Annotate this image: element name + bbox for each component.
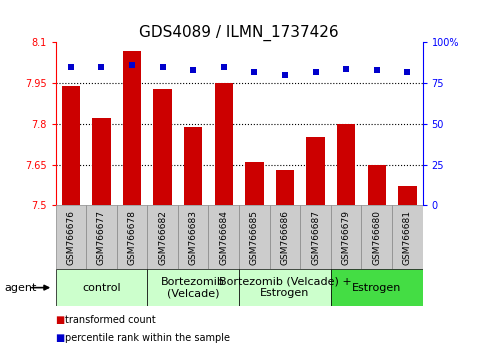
Text: GSM766680: GSM766680 [372, 210, 381, 265]
Bar [300, 205, 331, 269]
Text: GSM766677: GSM766677 [97, 210, 106, 265]
Text: ■: ■ [56, 333, 65, 343]
Bar [239, 205, 270, 269]
Text: ■: ■ [56, 315, 65, 325]
Text: percentile rank within the sample: percentile rank within the sample [65, 333, 230, 343]
Bar [306, 137, 325, 205]
Title: GDS4089 / ILMN_1737426: GDS4089 / ILMN_1737426 [139, 25, 339, 41]
Text: GSM766682: GSM766682 [158, 210, 167, 265]
Bar [331, 205, 361, 269]
Bar [214, 83, 233, 205]
Bar [147, 269, 239, 306]
Text: GSM766676: GSM766676 [66, 210, 75, 265]
Text: GSM766679: GSM766679 [341, 210, 351, 265]
Bar [398, 186, 416, 205]
Bar [392, 205, 423, 269]
Text: GSM766683: GSM766683 [189, 210, 198, 265]
Text: GSM766684: GSM766684 [219, 210, 228, 265]
Point [281, 72, 289, 78]
Bar [337, 124, 355, 205]
Point [251, 69, 258, 75]
Point [220, 64, 227, 70]
Point [128, 62, 136, 68]
Bar [368, 165, 386, 205]
Bar [361, 205, 392, 269]
Bar [331, 269, 423, 306]
Point [312, 69, 319, 75]
Bar [56, 205, 86, 269]
Text: Bortezomib (Velcade) +
Estrogen: Bortezomib (Velcade) + Estrogen [219, 277, 351, 298]
Bar [239, 269, 331, 306]
Bar [147, 205, 178, 269]
Text: GSM766678: GSM766678 [128, 210, 137, 265]
Text: GSM766687: GSM766687 [311, 210, 320, 265]
Point [403, 69, 411, 75]
Point [67, 64, 75, 70]
Text: GSM766686: GSM766686 [281, 210, 289, 265]
Bar [209, 205, 239, 269]
Bar [178, 205, 209, 269]
Text: Estrogen: Estrogen [352, 282, 401, 293]
Bar [184, 127, 202, 205]
Text: GSM766681: GSM766681 [403, 210, 412, 265]
Text: control: control [82, 282, 121, 293]
Point [98, 64, 105, 70]
Text: Bortezomib
(Velcade): Bortezomib (Velcade) [161, 277, 225, 298]
Bar [123, 51, 141, 205]
Bar [245, 162, 264, 205]
Text: agent: agent [5, 282, 37, 293]
Text: GSM766685: GSM766685 [250, 210, 259, 265]
Text: transformed count: transformed count [65, 315, 156, 325]
Bar [117, 205, 147, 269]
Point [342, 66, 350, 72]
Bar [154, 88, 172, 205]
Point [159, 64, 167, 70]
Bar [270, 205, 300, 269]
Bar [92, 119, 111, 205]
Point [189, 67, 197, 73]
Bar [62, 86, 80, 205]
Bar [86, 205, 117, 269]
Point [373, 67, 381, 73]
Bar [276, 170, 294, 205]
Bar [56, 269, 147, 306]
